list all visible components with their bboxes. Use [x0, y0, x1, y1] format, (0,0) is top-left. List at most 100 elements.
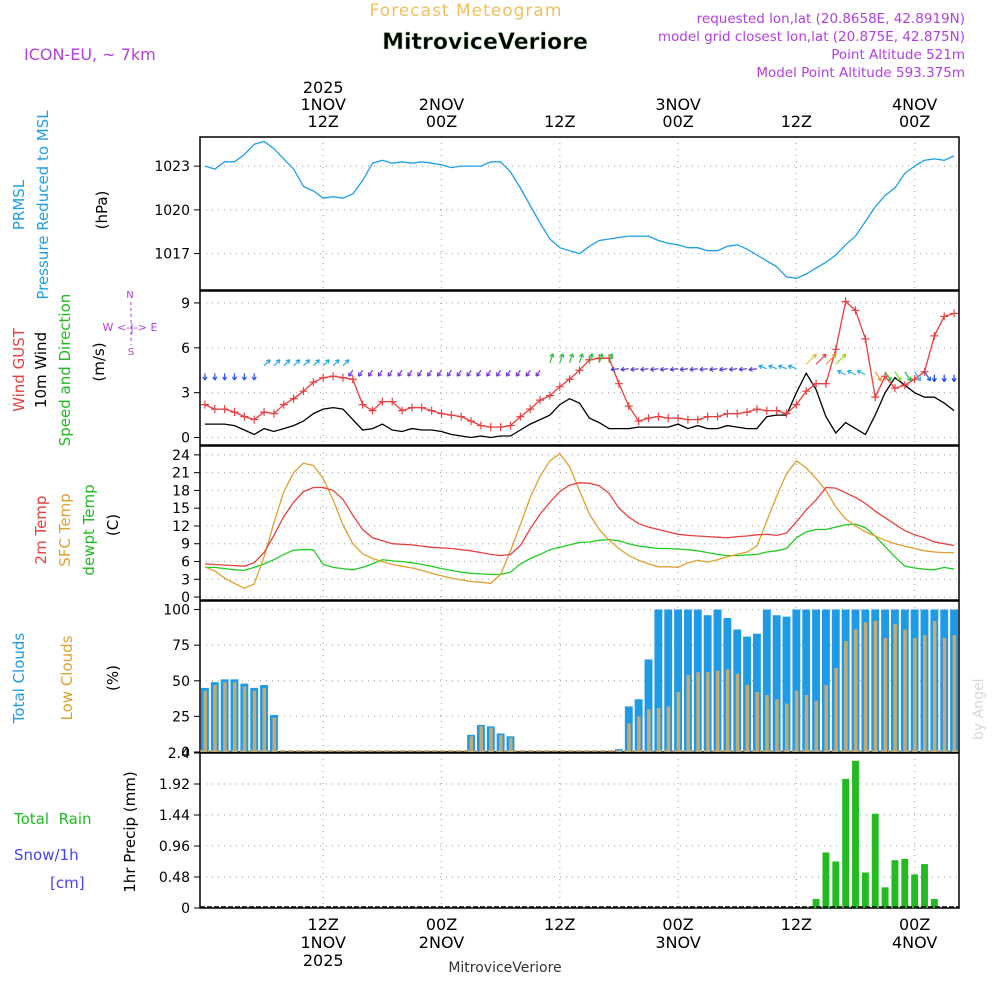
wind-direction-arrow — [778, 364, 787, 370]
compass-row: W <-|-> E — [103, 321, 158, 334]
precip-bar — [812, 898, 820, 908]
precip-bar — [911, 874, 919, 908]
wind-gust-point — [368, 406, 377, 415]
wind-direction-arrow — [659, 366, 669, 372]
wind-direction-arrow — [649, 366, 659, 372]
wind-gust-point — [348, 375, 357, 384]
precip-bar — [871, 813, 879, 908]
low-cloud-bar — [834, 667, 838, 752]
low-cloud-bar — [252, 690, 257, 752]
low-cloud-bar — [765, 695, 769, 752]
wind-direction-arrow — [914, 371, 922, 382]
wind-gust-point — [723, 409, 732, 418]
wind-gust-point — [634, 417, 643, 426]
precip-bar — [921, 864, 928, 908]
bottom-time-label: 2025 — [303, 951, 344, 970]
low-cloud-bar — [223, 682, 227, 752]
wind-direction-arrow — [367, 369, 373, 377]
wind-direction-arrow — [699, 366, 708, 372]
precip-ytick-label: 2.4 — [168, 746, 190, 762]
precip-ytick-label: 0.48 — [159, 870, 190, 886]
pressure-frame — [199, 136, 960, 291]
pressure-axis-label-2: Pressure Reduced to MSL — [34, 110, 52, 300]
wind-panel: 0 3 6 9 — [181, 291, 960, 447]
wind-direction-arrow — [578, 353, 584, 363]
pressure-panel: 1017 1020 1023 — [154, 136, 960, 291]
low-clouds-label: Low Clouds — [58, 635, 76, 720]
wind-gust-point — [457, 412, 466, 421]
precip-bar — [881, 887, 889, 908]
low-cloud-bar — [213, 685, 217, 752]
cloud-ytick-label: 25 — [172, 709, 190, 725]
wind-gust-point — [260, 408, 269, 417]
low-cloud-bar — [686, 675, 690, 752]
bottom-time-label: 1NOV — [301, 933, 346, 952]
wind-direction-arrow — [549, 353, 555, 363]
wind-direction-arrow — [588, 353, 594, 363]
wind-direction-arrow — [222, 373, 228, 381]
sfc-temp-label: SFC Temp — [56, 493, 74, 566]
wind-direction-arrow — [787, 364, 797, 370]
precip-bar — [842, 778, 850, 908]
wind-gust-point — [841, 297, 850, 306]
low-cloud-bar — [814, 700, 819, 752]
wind-direction-arrow — [496, 369, 502, 377]
wind-direction-arrow — [569, 353, 575, 363]
wind-direction-arrow — [358, 369, 364, 377]
low-cloud-bar — [883, 638, 888, 752]
wind-direction-arrow — [505, 369, 511, 377]
top-time-label: 2025 — [303, 78, 344, 97]
wind-direction-arrow — [466, 369, 472, 377]
low-cloud-bar — [903, 629, 907, 752]
precip-bar — [832, 861, 840, 908]
wind-gust-point — [930, 331, 939, 340]
low-cloud-bar — [666, 706, 671, 752]
bottom-time-label: 12Z — [544, 915, 575, 934]
wind-direction-arrow — [598, 353, 604, 363]
wind-direction-arrow — [456, 369, 462, 377]
wind-gust-point — [871, 393, 880, 402]
wind-direction-arrow — [417, 369, 423, 377]
sfc-temp-line — [204, 452, 955, 589]
wind-gust-point — [782, 409, 791, 418]
bottom-time-label: 4NOV — [892, 933, 937, 952]
wind-gust-point — [338, 373, 347, 382]
wind-gust-point — [467, 417, 476, 426]
total-cloud-bar — [812, 609, 821, 752]
low-cloud-bar — [469, 736, 474, 752]
wind-label: 10m Wind — [32, 332, 50, 408]
wind-direction-arrow — [212, 373, 218, 381]
low-cloud-bar — [499, 734, 503, 752]
wind-direction-arrow — [630, 366, 639, 372]
cloud-ytick-label: 50 — [172, 674, 190, 690]
model-altitude: Model Point Altitude 593.375m — [756, 65, 965, 81]
wind-gust-point — [279, 400, 288, 409]
low-cloud-bar — [509, 737, 513, 752]
wind-direction-arrow — [931, 374, 937, 383]
wind-direction-arrow — [332, 359, 340, 367]
point-altitude: Point Altitude 521m — [831, 47, 965, 63]
wind-unit: (m/s) — [90, 342, 108, 381]
compass-n: N — [126, 290, 133, 301]
precip-axis-label: 1hr Precip (mm) — [121, 771, 139, 892]
low-cloud-bar — [242, 686, 247, 752]
precip-panel: 0 0.48 0.96 1.44 1.92 2.4 — [159, 746, 960, 917]
wind-direction-arrow — [924, 371, 932, 382]
low-cloud-bar — [794, 690, 799, 752]
low-cloud-bar — [656, 707, 661, 752]
wind-direction-arrow — [758, 364, 767, 370]
wind-direction-arrow — [486, 369, 492, 377]
low-cloud-bar — [272, 717, 276, 752]
wind-direction-arrow — [515, 369, 521, 377]
wind-direction-arrow — [312, 359, 320, 367]
precip-bar — [822, 852, 830, 908]
total-clouds-label: Total Clouds — [10, 633, 28, 725]
wind-direction-arrow — [407, 369, 413, 377]
wind-gust-point — [407, 403, 416, 412]
wind-gust-point — [762, 406, 771, 415]
temp-ytick-label: 24 — [172, 448, 190, 464]
wind-direction-arrow — [293, 359, 301, 367]
wind-direction-arrow — [322, 359, 330, 367]
wind-gust-point — [812, 379, 821, 388]
